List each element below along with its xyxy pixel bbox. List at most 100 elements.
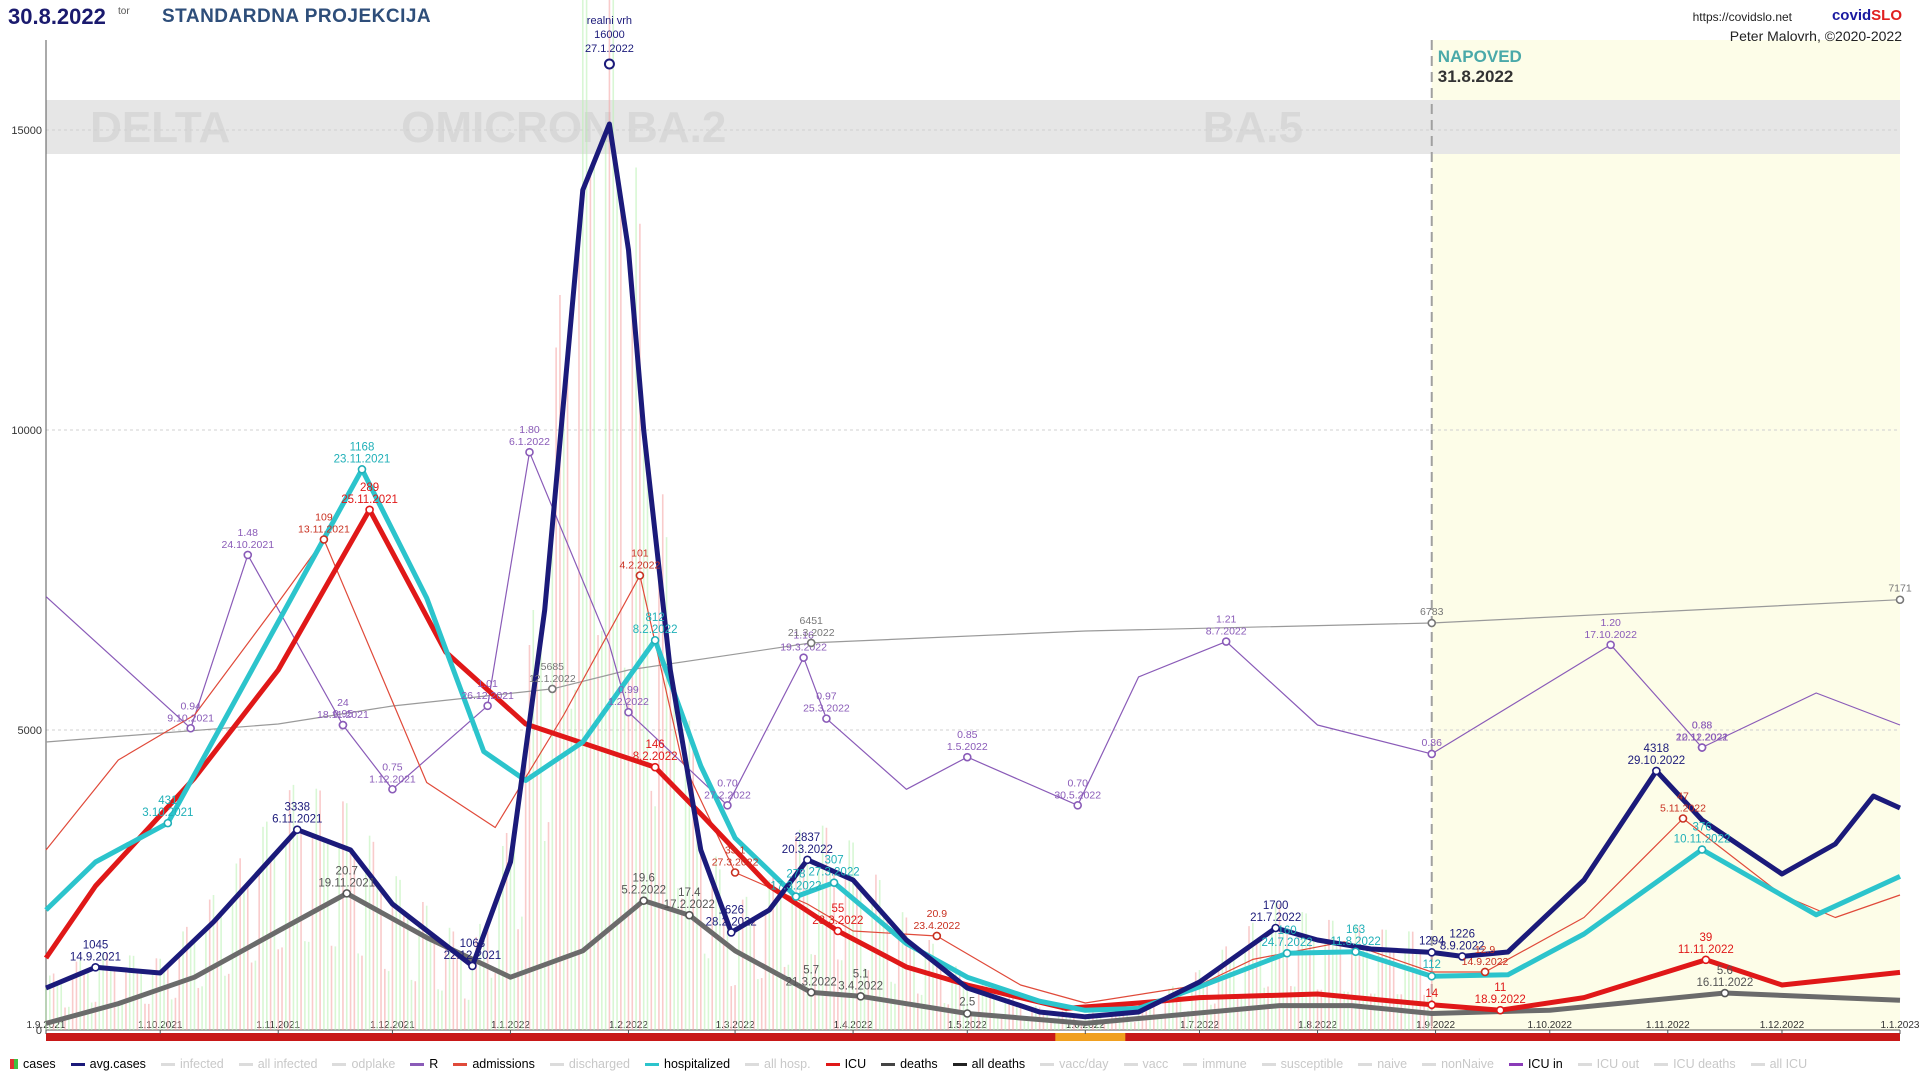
daily-case-bar [897, 931, 900, 1030]
data-label-marker [730, 868, 740, 877]
legend-item[interactable]: all deaths [952, 1054, 1025, 1074]
legend-item[interactable]: susceptible [1261, 1054, 1344, 1074]
data-label: 475.11.2022 [1660, 791, 1706, 823]
data-label-value: 160 [1277, 925, 1296, 937]
data-label-marker [806, 988, 816, 997]
daily-case-bar [795, 836, 797, 1030]
data-label-marker [1495, 1005, 1505, 1015]
daily-case-bar [692, 748, 694, 1030]
daily-case-bar [1210, 1004, 1212, 1030]
legend-item[interactable]: odplake [332, 1054, 395, 1074]
daily-case-bar [829, 869, 832, 1030]
legend-item[interactable]: ICU [825, 1054, 866, 1074]
data-label-value: 1168 [350, 441, 375, 453]
data-label-date: 1.2.2022 [608, 696, 649, 708]
legend-swatch [332, 1062, 347, 1066]
legend-swatch [1508, 1062, 1523, 1066]
daily-case-bar [345, 803, 348, 1030]
legend-item[interactable]: vacc [1123, 1054, 1168, 1074]
data-label-marker [338, 720, 348, 730]
brand-text-a: covid [1831, 7, 1872, 24]
legend-item[interactable]: avg.cases [70, 1054, 146, 1074]
daily-case-bar [1202, 979, 1205, 1030]
site-url-link[interactable]: https://covidslo.net [1692, 10, 1792, 24]
legend-label: cases [23, 1057, 56, 1071]
daily-case-bar [753, 918, 755, 1030]
data-label-marker [650, 635, 660, 645]
data-label-marker [186, 723, 195, 733]
legend-item[interactable]: admissions [453, 1054, 535, 1074]
daily-case-bar [387, 971, 390, 1030]
legend-item[interactable]: all infected [238, 1054, 317, 1074]
legend-item[interactable]: naive [1358, 1054, 1407, 1074]
data-label-date: 23.4.2022 [913, 920, 960, 932]
daily-case-bar [749, 921, 752, 1030]
daily-case-bar [1354, 925, 1357, 1030]
data-label-date: 23.11.2021 [334, 453, 391, 465]
legend-label: avg.cases [89, 1057, 146, 1071]
legend-item[interactable]: all hosp. [745, 1054, 811, 1074]
daily-case-bar [559, 295, 561, 1030]
daily-case-bar [246, 884, 249, 1030]
data-label-date: 4.2.2022 [619, 560, 660, 572]
daily-case-bar [825, 827, 828, 1030]
daily-case-bar [479, 923, 481, 1030]
legend-swatch [410, 1062, 425, 1066]
legend-label: immune [1202, 1057, 1247, 1071]
legend-label: discharged [568, 1057, 630, 1071]
legend-label: susceptible [1280, 1057, 1344, 1071]
data-label-value: 1700 [1263, 900, 1289, 912]
legend-label: ICU deaths [1673, 1057, 1736, 1071]
daily-case-bar [901, 912, 904, 1030]
legend-item[interactable]: deaths [881, 1054, 938, 1074]
daily-case-bar [741, 899, 744, 1030]
data-label-value: 33.1 [725, 845, 746, 857]
legend-item[interactable]: ICU in [1508, 1054, 1563, 1074]
data-label-marker [1427, 618, 1437, 628]
daily-case-bar [779, 894, 782, 1030]
daily-case-bar [566, 358, 569, 1030]
data-label-value: 1.80 [519, 424, 540, 436]
legend-item[interactable]: R [410, 1054, 438, 1074]
daily-case-bar [608, 0, 611, 1030]
legend-item[interactable]: ICU deaths [1654, 1054, 1736, 1074]
data-label-date: 1.5.2022 [947, 741, 988, 753]
data-label-marker [932, 931, 942, 941]
legend-item[interactable]: vacc/day [1040, 1054, 1109, 1074]
brand-logo: covidSLO [1832, 7, 1902, 24]
legend-item[interactable]: cases [10, 1054, 56, 1074]
legend-item[interactable]: discharged [549, 1054, 630, 1074]
data-label-value: 289 [360, 482, 379, 494]
data-label-value: 5.6 [1717, 965, 1733, 977]
daily-case-bar [688, 720, 691, 1030]
legend-item[interactable]: infected [160, 1054, 224, 1074]
data-label: 33.127.3.2022 [712, 845, 759, 877]
legend-item[interactable]: nonNaive [1422, 1054, 1494, 1074]
data-label-marker [635, 571, 645, 580]
data-label-marker [468, 961, 477, 971]
daily-case-bar [669, 670, 672, 1030]
daily-case-bar [654, 806, 656, 1030]
daily-case-bar [433, 936, 436, 1030]
daily-case-bar [951, 976, 953, 1030]
legend-item[interactable]: all ICU [1750, 1054, 1807, 1074]
data-label-value: 0.70 [717, 777, 738, 789]
daily-case-bar [745, 896, 748, 1030]
daily-case-bar [231, 901, 234, 1030]
daily-case-bar [418, 924, 420, 1030]
legend-item[interactable]: ICU out [1577, 1054, 1639, 1074]
daily-case-bar [1278, 903, 1281, 1030]
daily-case-bar [787, 964, 790, 1030]
data-label-date: 10.11.2022 [1674, 834, 1731, 846]
data-label-date: 26.12.2021 [461, 690, 514, 702]
legend-item[interactable]: hospitalized [645, 1054, 730, 1074]
legend-item[interactable]: immune [1183, 1054, 1247, 1074]
data-label: 0.949.10.2021 [167, 700, 214, 733]
daily-case-bar [528, 645, 531, 1030]
